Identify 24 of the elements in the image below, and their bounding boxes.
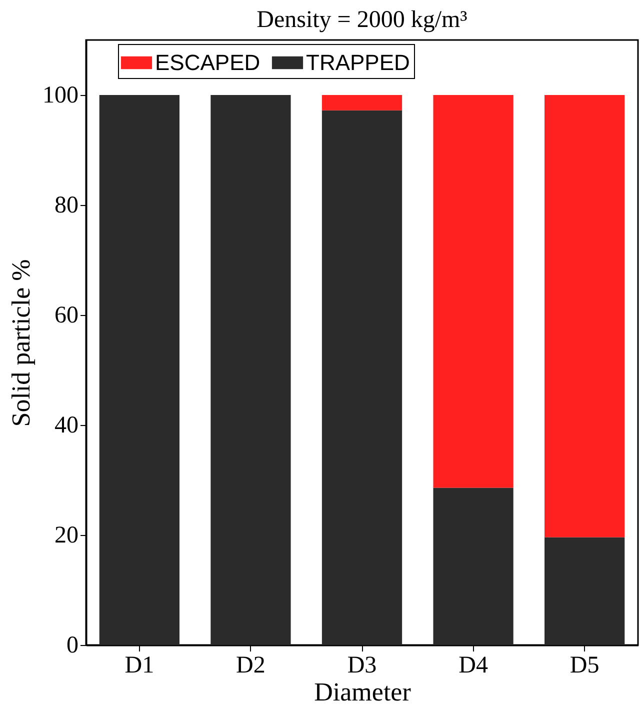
y-tick-label: 80 — [54, 192, 78, 218]
x-tick-label: D3 — [347, 652, 377, 678]
y-tick-label: 20 — [54, 522, 78, 548]
x-axis-title: Diameter — [314, 678, 412, 706]
x-tick-label: D1 — [124, 652, 154, 678]
bar — [322, 95, 402, 110]
bar — [99, 95, 180, 645]
y-tick-label: 60 — [54, 302, 78, 328]
chart-title: Density = 2000 kg/m³ — [256, 7, 468, 33]
x-tick-label: D4 — [458, 652, 488, 678]
y-tick-label: 100 — [42, 82, 78, 108]
y-tick-label: 0 — [66, 632, 78, 658]
legend-label: ESCAPED — [155, 50, 260, 75]
bar — [544, 95, 625, 538]
y-tick-label: 40 — [54, 412, 78, 438]
bar — [322, 110, 402, 645]
bar — [210, 95, 291, 645]
x-tick-label: D2 — [236, 652, 266, 678]
bar — [433, 95, 514, 488]
y-axis-title: Solid particle % — [6, 259, 36, 427]
bar — [544, 537, 625, 645]
bar — [433, 488, 514, 645]
legend-label: TRAPPED — [306, 50, 410, 75]
x-tick-label: D5 — [570, 652, 600, 678]
